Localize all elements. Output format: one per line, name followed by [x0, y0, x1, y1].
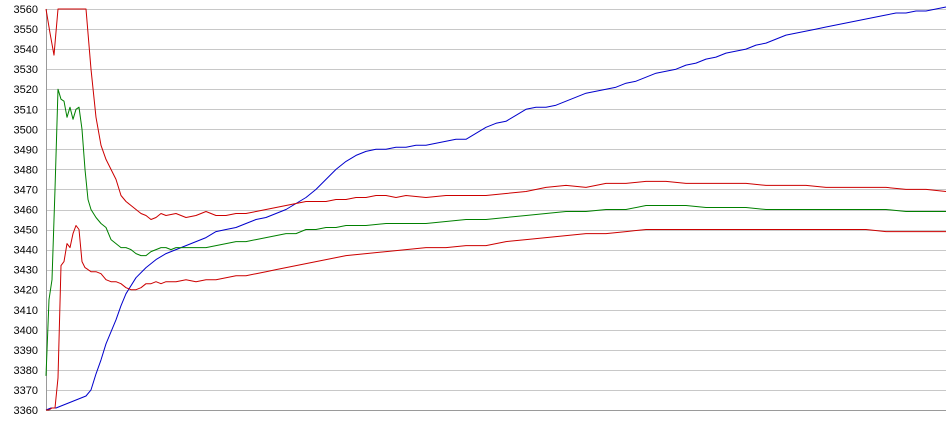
y-tick-label: 3370 — [14, 385, 38, 397]
y-tick-label: 3380 — [14, 365, 38, 377]
y-tick-label: 3510 — [14, 104, 38, 116]
y-tick-label: 3470 — [14, 184, 38, 196]
y-tick-label: 3460 — [14, 205, 38, 217]
y-tick-label: 3440 — [14, 245, 38, 257]
y-tick-label: 3410 — [14, 305, 38, 317]
y-tick-label: 3420 — [14, 285, 38, 297]
y-tick-label: 3450 — [14, 225, 38, 237]
series-lines — [45, 6, 947, 411]
y-tick-label: 3560 — [14, 4, 38, 16]
series-line-2 — [45, 8, 947, 220]
y-tick-label: 3490 — [14, 144, 38, 156]
y-tick-label: 3540 — [14, 44, 38, 56]
series-line-3 — [45, 88, 946, 376]
series-line-4 — [46, 225, 946, 411]
y-tick-label: 3550 — [14, 24, 38, 36]
y-tick-label: 3360 — [14, 405, 38, 417]
y-tick-label: 3520 — [14, 84, 38, 96]
grid-lines — [46, 9, 946, 411]
series-line-1 — [45, 6, 947, 411]
y-tick-labels: 3360 3370 3380 3390 3400 3410 3420 3430 3440 3450… — [14, 4, 38, 417]
y-tick-label: 3480 — [14, 164, 38, 176]
y-tick-label: 3400 — [14, 325, 38, 337]
axes — [46, 9, 946, 411]
y-tick-label: 3430 — [14, 265, 38, 277]
y-tick-label: 3500 — [14, 124, 38, 136]
y-tick-label: 3530 — [14, 64, 38, 76]
y-tick-label: 3390 — [14, 345, 38, 357]
